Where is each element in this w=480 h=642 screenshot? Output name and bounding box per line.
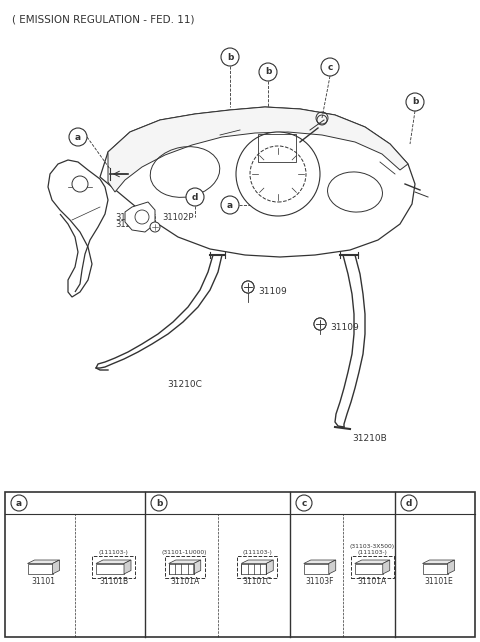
Polygon shape: [169, 560, 201, 564]
Circle shape: [151, 495, 167, 511]
Text: 31109: 31109: [258, 286, 287, 295]
Text: (111103-): (111103-): [242, 550, 272, 555]
Text: d: d: [406, 498, 412, 507]
Polygon shape: [447, 560, 455, 574]
Polygon shape: [422, 560, 455, 564]
Polygon shape: [304, 564, 329, 574]
Text: c: c: [327, 62, 333, 71]
Polygon shape: [100, 107, 415, 257]
Polygon shape: [194, 560, 201, 574]
Polygon shape: [27, 560, 60, 564]
Polygon shape: [96, 564, 124, 574]
Text: b: b: [227, 53, 233, 62]
Circle shape: [186, 188, 204, 206]
Polygon shape: [304, 560, 336, 564]
Circle shape: [242, 281, 254, 293]
Polygon shape: [96, 560, 131, 564]
Bar: [237, 556, 277, 578]
Text: d: d: [192, 193, 198, 202]
Circle shape: [321, 58, 339, 76]
Text: b: b: [156, 498, 162, 507]
Text: a: a: [75, 132, 81, 141]
Text: 31210B: 31210B: [353, 434, 387, 443]
Polygon shape: [169, 564, 194, 574]
Polygon shape: [108, 107, 408, 192]
Polygon shape: [241, 560, 273, 564]
Text: 31109: 31109: [330, 322, 359, 331]
Text: 31101B: 31101B: [99, 577, 128, 586]
Polygon shape: [355, 564, 383, 574]
Polygon shape: [124, 560, 131, 574]
Circle shape: [242, 281, 254, 293]
Circle shape: [259, 63, 277, 81]
Text: 31103F: 31103F: [305, 577, 334, 586]
Text: 31101A: 31101A: [358, 577, 387, 586]
Polygon shape: [383, 560, 390, 574]
Text: (31101-1U000): (31101-1U000): [162, 550, 207, 555]
Text: a: a: [16, 498, 22, 507]
Polygon shape: [266, 560, 273, 574]
Text: c: c: [301, 498, 307, 507]
Text: b: b: [265, 67, 271, 76]
Text: 31101: 31101: [32, 577, 56, 586]
Circle shape: [314, 318, 326, 330]
Polygon shape: [241, 564, 266, 574]
Circle shape: [150, 222, 160, 232]
Polygon shape: [422, 564, 447, 574]
Text: 31220: 31220: [115, 220, 142, 229]
Text: b: b: [412, 98, 418, 107]
Text: a: a: [227, 200, 233, 209]
Text: 31102P: 31102P: [162, 213, 193, 222]
Circle shape: [135, 210, 149, 224]
Bar: [5, 492, 475, 637]
Bar: [165, 556, 205, 578]
Circle shape: [11, 495, 27, 511]
Text: 31220B: 31220B: [115, 213, 147, 222]
Circle shape: [314, 318, 326, 330]
Text: ( EMISSION REGULATION - FED. 11): ( EMISSION REGULATION - FED. 11): [12, 14, 194, 24]
Text: (111103-): (111103-): [98, 550, 129, 555]
Text: 31101E: 31101E: [424, 577, 453, 586]
Text: 31101C: 31101C: [242, 577, 272, 586]
Circle shape: [221, 196, 239, 214]
Circle shape: [406, 93, 424, 111]
Bar: [258, 134, 296, 162]
Bar: [351, 556, 394, 578]
Circle shape: [236, 132, 320, 216]
Text: (111103-): (111103-): [357, 550, 387, 555]
Circle shape: [69, 128, 87, 146]
Polygon shape: [329, 560, 336, 574]
Circle shape: [221, 48, 239, 66]
Text: 31101A: 31101A: [170, 577, 199, 586]
Polygon shape: [355, 560, 390, 564]
Text: (31103-3X500): (31103-3X500): [350, 544, 395, 549]
Text: 31210C: 31210C: [168, 380, 203, 389]
Polygon shape: [125, 202, 155, 232]
Circle shape: [296, 495, 312, 511]
Circle shape: [401, 495, 417, 511]
Polygon shape: [52, 560, 60, 574]
Circle shape: [72, 176, 88, 192]
Bar: [92, 556, 135, 578]
Polygon shape: [27, 564, 52, 574]
